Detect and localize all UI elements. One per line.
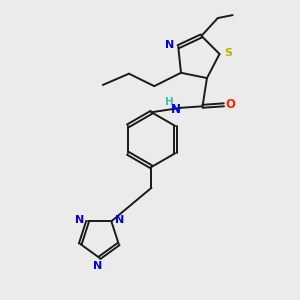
Text: O: O [226, 98, 236, 111]
Text: N: N [115, 215, 124, 225]
Text: N: N [75, 215, 84, 225]
Text: N: N [165, 40, 175, 50]
Text: H: H [165, 98, 174, 107]
Text: S: S [224, 47, 232, 58]
Text: N: N [171, 103, 181, 116]
Text: N: N [93, 261, 103, 271]
